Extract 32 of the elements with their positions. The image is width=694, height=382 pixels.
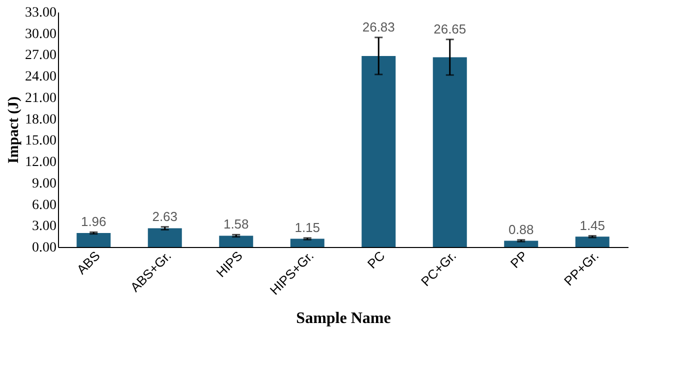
data-label: 26.65: [434, 21, 466, 36]
y-tick-label: 33.00: [25, 6, 56, 20]
x-tick-label: PP: [507, 248, 530, 271]
data-label: 26.83: [362, 19, 395, 34]
y-tick-label: 24.00: [25, 70, 56, 85]
data-label: 1.15: [294, 220, 320, 235]
bar: [219, 236, 254, 247]
y-tick-label: 6.00: [32, 198, 56, 213]
data-label: 2.63: [152, 208, 178, 224]
bar: [504, 240, 538, 247]
y-tick-label: 9.00: [32, 176, 56, 192]
bar: [148, 228, 182, 247]
data-label: 0.88: [508, 222, 534, 237]
y-axis-title: Impact (J): [6, 96, 22, 164]
y-tick-label: 0.00: [32, 240, 56, 256]
bar: [290, 238, 324, 247]
y-tick-label: 3.00: [32, 219, 56, 234]
data-label: 1.96: [80, 214, 106, 230]
y-tick-label: 18.00: [25, 112, 56, 128]
y-tick-label: 15.00: [25, 134, 56, 149]
bar: [575, 236, 610, 247]
bar: [76, 233, 111, 247]
y-tick-label: 30.00: [25, 26, 56, 42]
y-tick-label: 27.00: [25, 48, 56, 64]
y-tick-label: 21.00: [25, 90, 56, 106]
x-tick-label: PC: [364, 248, 388, 272]
y-tick-label: 12.00: [25, 155, 56, 170]
x-axis-title: Sample Name: [296, 310, 391, 327]
data-label: 1.58: [223, 216, 249, 232]
bar: [362, 56, 396, 247]
data-label: 1.45: [580, 218, 606, 233]
bar: [432, 57, 467, 247]
